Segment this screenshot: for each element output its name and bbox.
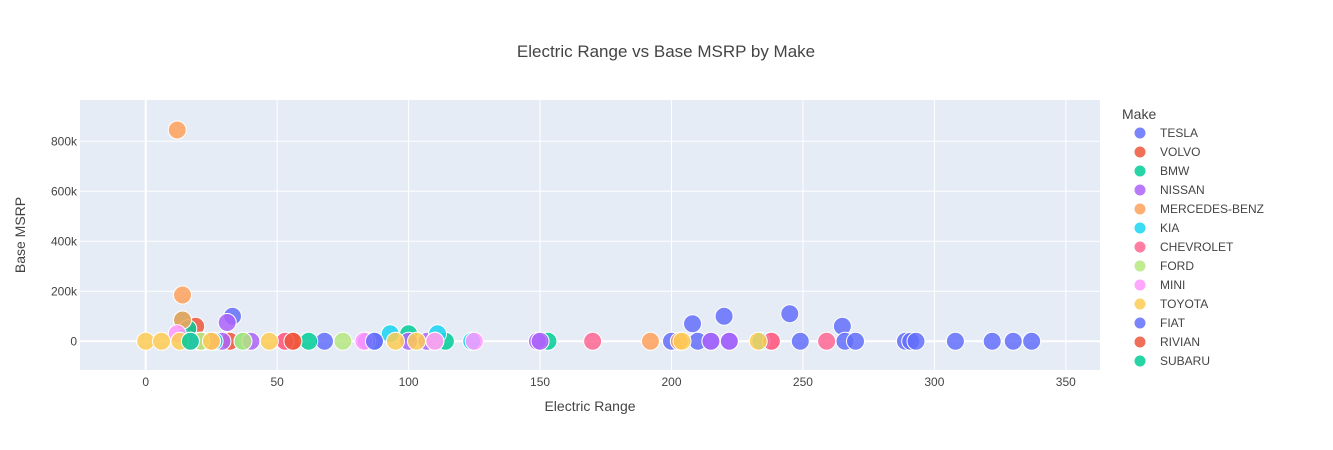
legend-item-label: BMW [1160,164,1190,178]
legend-item-label: FIAT [1160,316,1186,330]
data-point [364,331,384,351]
legend: Make TESLA VOLVO BMW NISSAN MERCEDES-BENZ KIA… [1122,106,1264,368]
legend-item-label: TOYOTA [1160,297,1208,311]
x-tick-label: 0 [142,375,149,389]
y-tick-label: 200k [51,284,78,298]
data-point [201,331,221,351]
chart-title: Electric Range vs Base MSRP by Make [517,42,815,61]
x-axis-title: Electric Range [544,398,635,414]
legend-marker [1134,203,1146,215]
data-point [385,331,405,351]
legend-item-label: CHEVROLET [1160,240,1234,254]
legend-item-label: FORD [1160,259,1194,273]
legend-marker [1134,260,1146,272]
y-tick-label: 600k [51,184,78,198]
legend-item-label: MERCEDES-BENZ [1160,202,1264,216]
x-tick-label: 100 [399,375,419,389]
data-point [283,331,303,351]
legend-item-label: RIVIAN [1160,335,1200,349]
legend-marker [1134,355,1146,367]
data-point [817,331,837,351]
data-point [180,331,200,351]
data-point [583,331,603,351]
y-axis-title: Base MSRP [12,197,28,273]
data-point [846,331,866,351]
axis-ticks: 0 50 100 150 200 250 300 350 0 200k 400k 600k 800k [51,134,1076,389]
legend-marker [1134,184,1146,196]
data-point [780,304,800,324]
data-point [173,285,193,305]
legend-marker [1134,317,1146,329]
legend-marker [1134,336,1146,348]
data-point [672,331,692,351]
data-point [714,306,734,326]
data-point [906,331,926,351]
data-point [233,331,253,351]
data-point [982,331,1002,351]
data-point [464,331,484,351]
legend-title: Make [1122,106,1156,122]
data-point [719,331,739,351]
legend-marker [1134,127,1146,139]
x-tick-label: 250 [793,375,813,389]
data-point [217,313,237,332]
data-point [333,331,353,351]
legend-item-label: KIA [1160,221,1179,235]
data-point [1022,331,1042,351]
y-tick-label: 0 [70,334,77,348]
legend-marker [1134,165,1146,177]
x-tick-label: 200 [661,375,681,389]
data-point [151,331,171,351]
x-tick-label: 50 [270,375,284,389]
legend-marker [1134,298,1146,310]
legend-marker [1134,222,1146,234]
data-point [683,314,703,334]
data-points [136,120,1042,351]
legend-item-label: SUBARU [1160,354,1210,368]
legend-item-label: TESLA [1160,126,1198,140]
plot-area [80,100,1100,370]
x-tick-label: 150 [530,375,550,389]
data-point [530,331,550,351]
legend-marker [1134,146,1146,158]
data-point [748,331,768,351]
data-point [945,331,965,351]
x-tick-label: 300 [924,375,944,389]
y-tick-label: 400k [51,234,78,248]
legend-marker [1134,279,1146,291]
legend-item-label: MINI [1160,278,1185,292]
data-point [406,331,426,351]
legend-marker [1134,241,1146,253]
data-point [259,331,279,351]
legend-item-label: NISSAN [1160,183,1205,197]
data-point [167,120,187,140]
y-tick-label: 800k [51,134,78,148]
data-point [640,331,660,351]
legend-item-label: VOLVO [1160,145,1200,159]
data-point [425,331,445,351]
data-point [790,331,810,351]
data-point [1003,331,1023,351]
data-point [701,331,721,351]
x-tick-label: 350 [1056,375,1076,389]
